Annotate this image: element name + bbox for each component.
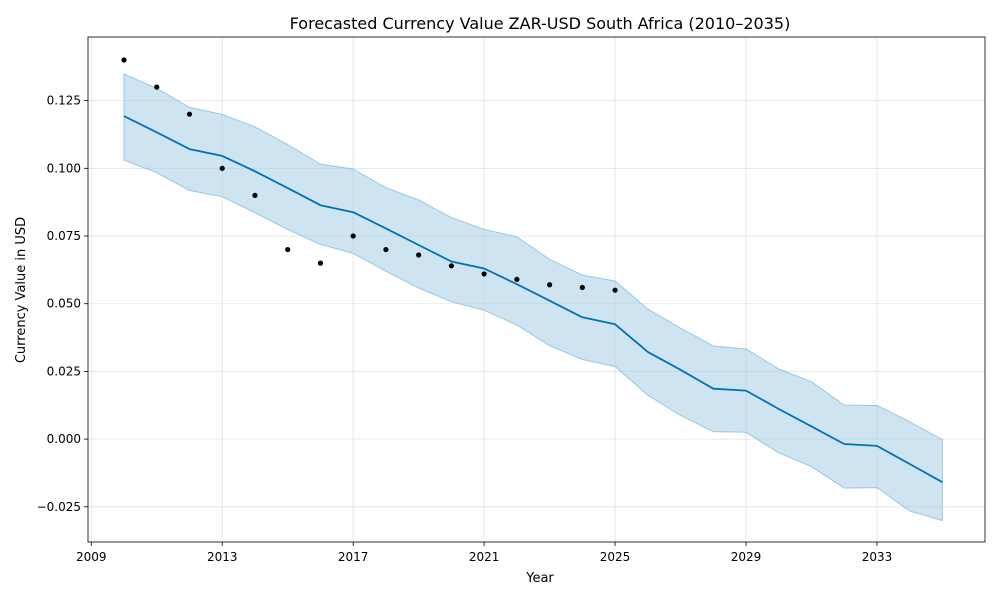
y-tick-label: 0.075 <box>47 229 81 243</box>
observed-point <box>252 192 258 199</box>
y-tick-label: 0.050 <box>47 297 81 311</box>
x-tick-label: 2033 <box>862 550 893 564</box>
x-tick-label: 2009 <box>76 550 107 564</box>
observed-point <box>285 246 291 253</box>
uncertainty-band <box>123 73 943 522</box>
y-axis-label: Currency Value in USD <box>14 217 29 363</box>
observed-point <box>546 282 553 288</box>
x-axis-label: Year <box>525 571 554 586</box>
y-tick-label: 0.125 <box>47 94 81 108</box>
observed-point <box>579 284 585 291</box>
observed-point <box>514 276 520 282</box>
observed-point <box>448 263 454 269</box>
chart-title: Forecasted Currency Value ZAR-USD South … <box>290 14 791 33</box>
x-tick-label: 2021 <box>469 550 500 564</box>
x-tick-label: 2017 <box>338 550 369 564</box>
y-tick-label: 0.100 <box>47 161 81 175</box>
observed-point <box>186 111 193 117</box>
ticks: 2009 2013 2017 2021 2025 2029 2033 −0.025 0.000 0… <box>37 94 893 564</box>
x-tick-label: 2013 <box>207 550 238 564</box>
plot-frame <box>87 36 986 543</box>
observed-point <box>481 271 487 277</box>
observed-point <box>612 287 618 293</box>
observed-point <box>350 233 356 239</box>
observed-point <box>154 84 160 90</box>
x-tick-label: 2025 <box>600 550 631 564</box>
y-tick-label: −0.025 <box>37 500 81 514</box>
observed-point <box>383 246 389 253</box>
y-tick-label: 0.025 <box>47 364 81 378</box>
observed-point <box>219 165 225 171</box>
observed-point <box>317 260 324 266</box>
x-tick-label: 2029 <box>731 550 762 564</box>
forecast-line <box>123 115 943 483</box>
observed-point <box>121 57 127 63</box>
forecast-line-layer <box>123 115 943 483</box>
observed-points-layer <box>121 57 618 293</box>
uncertainty-band-layer <box>123 73 943 522</box>
y-tick-label: 0.000 <box>47 432 81 446</box>
observed-point <box>416 252 422 258</box>
